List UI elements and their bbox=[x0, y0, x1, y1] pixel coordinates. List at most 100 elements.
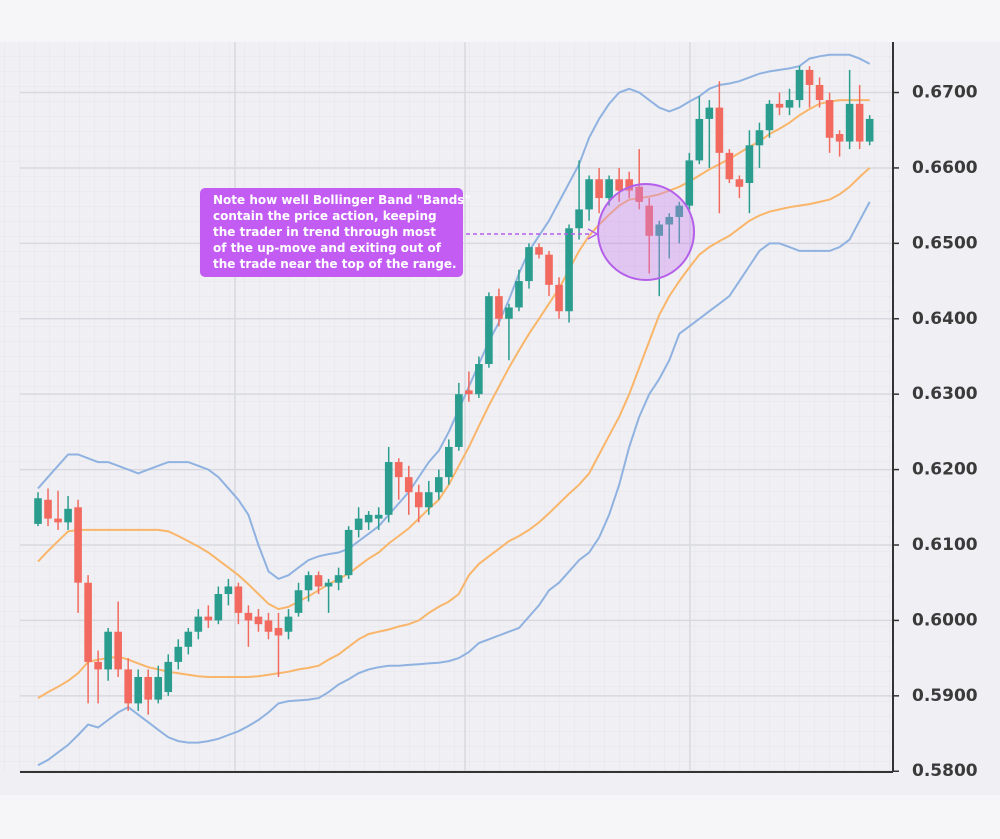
candle-body bbox=[455, 394, 463, 447]
candle-body bbox=[164, 661, 173, 693]
candle-body bbox=[755, 130, 764, 146]
candle-body bbox=[374, 514, 383, 519]
candle-body bbox=[575, 209, 583, 229]
candle-body bbox=[74, 507, 82, 583]
candle-body bbox=[605, 179, 613, 199]
candle-body bbox=[314, 575, 323, 587]
candle-body bbox=[795, 69, 804, 101]
candle-body bbox=[414, 492, 423, 508]
candle-body bbox=[715, 107, 724, 153]
candle-body bbox=[384, 462, 393, 515]
candle-body bbox=[485, 296, 493, 365]
minor-grid bbox=[0, 42, 893, 772]
candle-body bbox=[435, 477, 443, 493]
candle-body bbox=[465, 390, 473, 395]
candle-body bbox=[625, 179, 633, 191]
candle-body bbox=[194, 616, 203, 632]
candle-body bbox=[424, 492, 433, 508]
candle-body bbox=[745, 145, 754, 184]
candle-body bbox=[114, 631, 122, 670]
y-ticks: 0.5800 0.5900 0.6000 0.6100 0.6200 0.6300 0.64… bbox=[893, 83, 978, 781]
y-tick-label: 0.6200 bbox=[912, 460, 978, 480]
candle-body bbox=[855, 103, 864, 142]
candle-body bbox=[635, 186, 643, 202]
candle-body bbox=[845, 103, 854, 142]
candle-body bbox=[184, 631, 193, 647]
candle-body bbox=[475, 364, 483, 395]
candle-body bbox=[144, 676, 153, 700]
candle-body bbox=[104, 631, 112, 670]
candle-body bbox=[545, 254, 553, 285]
candle-body bbox=[234, 586, 243, 613]
candle-body bbox=[264, 620, 273, 632]
candle-body bbox=[244, 612, 253, 621]
candle-body bbox=[274, 627, 283, 636]
candle-body bbox=[815, 84, 824, 101]
arrow-head bbox=[587, 228, 599, 240]
y-tick-label: 0.6700 bbox=[912, 83, 978, 103]
y-tick-label: 0.6500 bbox=[912, 233, 978, 253]
candles bbox=[34, 66, 874, 715]
highlight-circle bbox=[597, 183, 695, 281]
candle-body bbox=[214, 594, 223, 621]
candle-body bbox=[805, 69, 814, 85]
candle-body bbox=[54, 518, 62, 523]
y-tick-label: 0.6100 bbox=[912, 535, 978, 555]
candle-body bbox=[555, 284, 563, 312]
candle-body bbox=[304, 575, 313, 591]
y-tick-label: 0.6000 bbox=[912, 610, 978, 630]
y-tick-label: 0.6400 bbox=[912, 309, 978, 329]
candle-body bbox=[224, 586, 233, 595]
candle-body bbox=[364, 514, 373, 523]
candle-body bbox=[334, 575, 343, 583]
annotation: Note how well Bollinger Band "Bands" cont… bbox=[213, 193, 471, 271]
candle-body bbox=[44, 499, 52, 519]
candle-body bbox=[695, 118, 704, 161]
candle-body bbox=[585, 179, 593, 210]
candle-body bbox=[34, 498, 42, 524]
candle-body bbox=[124, 669, 132, 704]
candle-body bbox=[394, 462, 403, 478]
y-tick-label: 0.6600 bbox=[912, 158, 978, 178]
candle-body bbox=[495, 296, 503, 319]
candle-body bbox=[154, 676, 163, 700]
candle-body bbox=[865, 118, 874, 142]
annotation-line: of the up-move and exiting out of bbox=[213, 241, 442, 255]
candle-body bbox=[775, 103, 784, 108]
candle-body bbox=[445, 446, 453, 478]
candle-body bbox=[324, 582, 333, 587]
y-tick-label: 0.6300 bbox=[912, 384, 978, 404]
candle-body bbox=[535, 247, 543, 255]
annotation-line: contain the price action, keeping bbox=[213, 209, 437, 223]
y-tick-label: 0.5900 bbox=[912, 686, 978, 706]
candle-body bbox=[84, 582, 92, 662]
candle-body bbox=[825, 100, 834, 138]
candle-body bbox=[765, 103, 774, 131]
y-tick-label: 0.5800 bbox=[912, 761, 978, 781]
candle-body bbox=[735, 179, 744, 187]
candle-body bbox=[665, 216, 674, 225]
annotation-box bbox=[200, 188, 463, 277]
candle-body bbox=[595, 179, 603, 199]
candle-body bbox=[254, 616, 263, 625]
band-line bbox=[37, 53, 871, 581]
candle-body bbox=[685, 160, 694, 206]
candle-body bbox=[675, 205, 684, 217]
candle-body bbox=[505, 307, 513, 319]
candle-body bbox=[615, 179, 623, 191]
candle-body bbox=[354, 518, 363, 530]
candle-body bbox=[655, 224, 664, 236]
candle-body bbox=[785, 100, 794, 108]
candle-body bbox=[204, 616, 213, 621]
band-line bbox=[37, 167, 871, 699]
candle-body bbox=[404, 477, 413, 493]
annotation-line: Note how well Bollinger Band "Bands" bbox=[213, 193, 471, 207]
candle-body bbox=[525, 247, 533, 282]
band-line bbox=[37, 201, 871, 767]
candle-body bbox=[645, 205, 654, 236]
candle-body bbox=[134, 676, 142, 704]
candle-body bbox=[284, 616, 293, 632]
candle-body bbox=[705, 107, 714, 119]
candle-body bbox=[725, 152, 734, 180]
